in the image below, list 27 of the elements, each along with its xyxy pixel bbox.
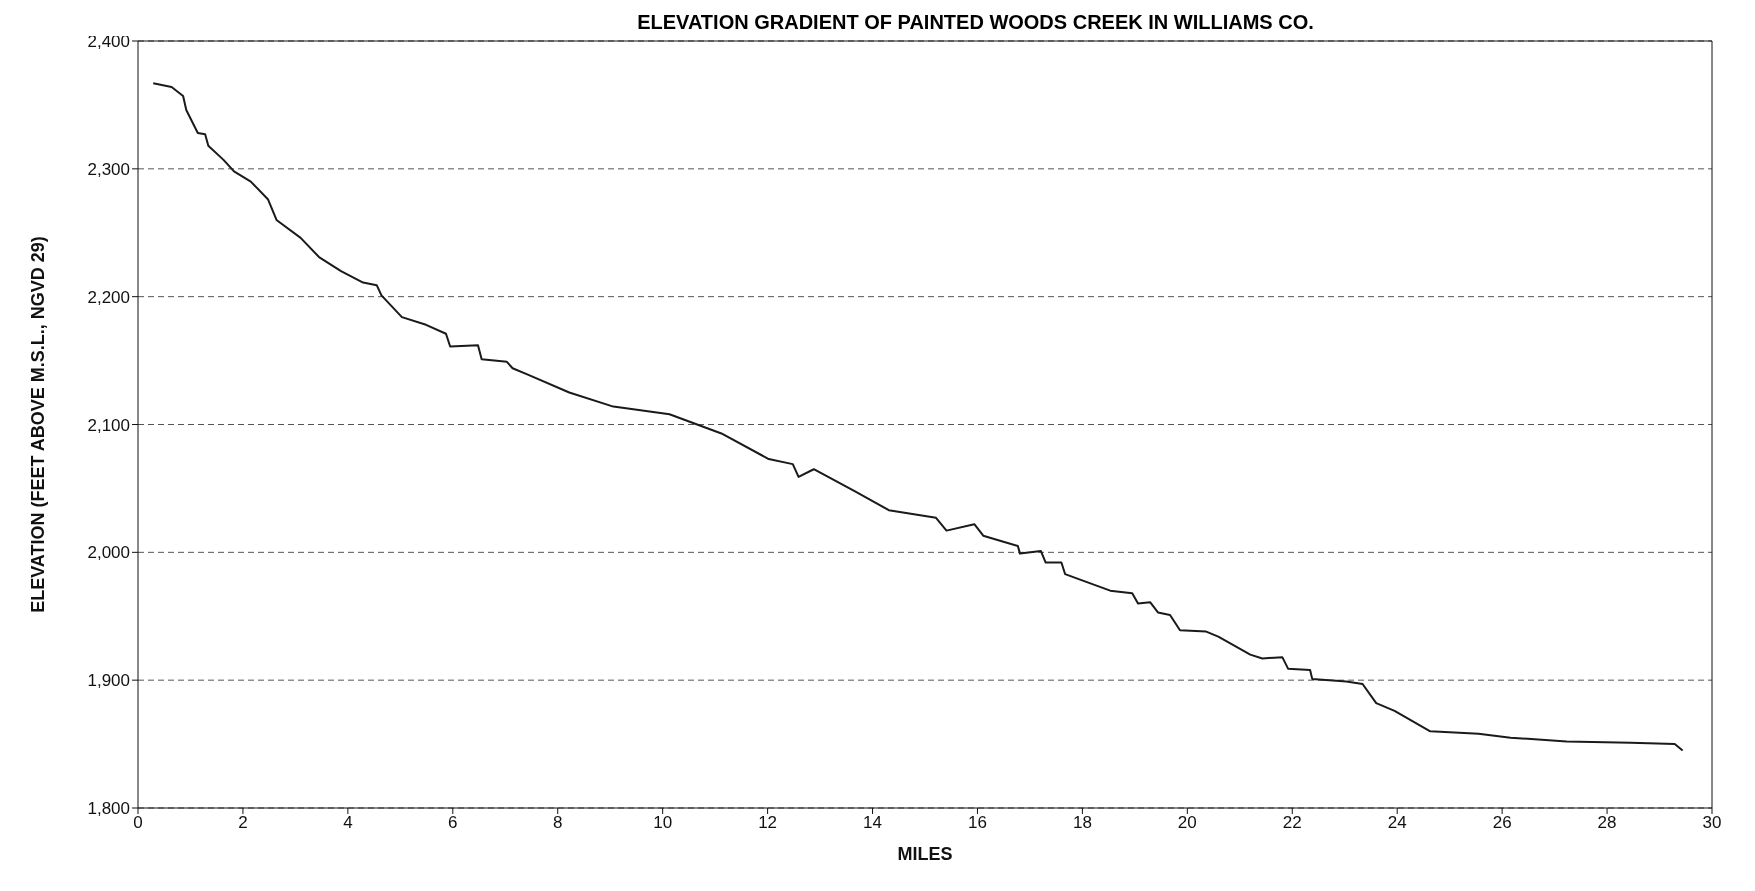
x-tick-label: 0 xyxy=(133,813,143,833)
x-tick-label: 2 xyxy=(238,813,248,833)
y-tick-label: 2,000 xyxy=(87,543,130,563)
x-tick-label: 4 xyxy=(343,813,353,833)
x-tick-label: 26 xyxy=(1492,813,1512,833)
y-axis-title: ELEVATION (FEET ABOVE M.S.L., NGVD 29) xyxy=(28,236,49,613)
x-tick-label: 14 xyxy=(863,813,882,833)
x-tick-label: 28 xyxy=(1597,813,1617,833)
y-tick-label: 2,400 xyxy=(87,32,130,52)
x-tick-label: 30 xyxy=(1702,813,1722,833)
x-tick-label: 22 xyxy=(1282,813,1302,833)
y-tick-label: 1,900 xyxy=(87,671,130,691)
y-tick-label: 2,200 xyxy=(87,287,130,307)
x-tick-label: 16 xyxy=(968,813,987,833)
y-tick-label: 2,300 xyxy=(87,159,130,179)
x-tick-label: 6 xyxy=(448,813,458,833)
x-tick-label: 24 xyxy=(1387,813,1407,833)
x-axis-title: MILES xyxy=(897,844,953,864)
x-tick-label: 20 xyxy=(1177,813,1197,833)
y-tick-label: 2,100 xyxy=(87,415,130,435)
line-series xyxy=(152,82,1684,752)
x-tick-label: 18 xyxy=(1072,813,1092,833)
y-tick-label: 1,800 xyxy=(87,799,130,819)
x-tick-label: 10 xyxy=(653,813,673,833)
x-tick-label: 12 xyxy=(758,813,778,833)
x-tick-label: 8 xyxy=(553,813,563,833)
chart-title: ELEVATION GRADIENT OF PAINTED WOODS CREEK IN WILLIAMS CO. xyxy=(637,11,1314,33)
